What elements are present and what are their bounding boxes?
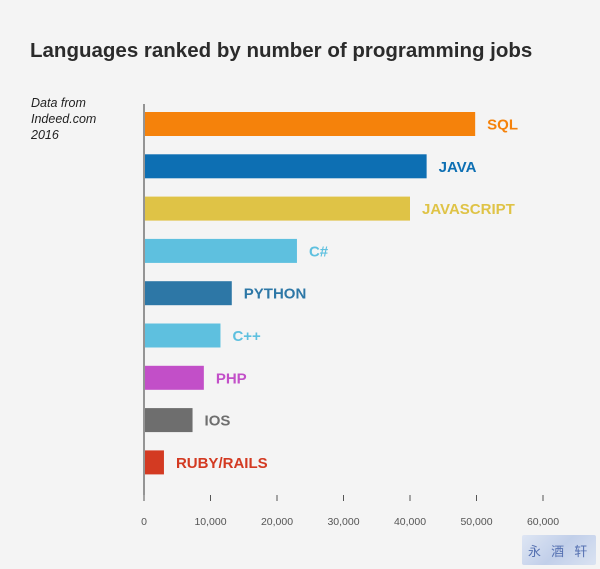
source-note-line-1: Data from xyxy=(31,96,86,110)
bar xyxy=(145,323,221,348)
bar-label: JAVASCRIPT xyxy=(422,201,515,218)
bar xyxy=(145,365,204,390)
x-tick-label: 10,000 xyxy=(194,516,226,528)
bar-label: C++ xyxy=(232,328,261,345)
watermark-glyphs: 永 酒 轩 xyxy=(528,545,591,560)
bar xyxy=(145,238,297,263)
source-note-line-3: 2016 xyxy=(30,128,59,142)
bar xyxy=(145,112,476,136)
bar xyxy=(145,281,232,306)
watermark-logo: 永 酒 轩 xyxy=(522,535,596,565)
bar-label: JAVA xyxy=(439,159,477,176)
source-note-line-2: Indeed.com xyxy=(31,112,96,126)
bar-label: SQL xyxy=(487,117,518,134)
bar-label: PYTHON xyxy=(244,286,307,303)
x-tick-label: 30,000 xyxy=(327,516,359,528)
bar-label: RUBY/RAILS xyxy=(176,455,268,472)
bar xyxy=(145,154,427,179)
bar-label: PHP xyxy=(216,370,247,387)
bar-label: IOS xyxy=(205,413,231,430)
x-tick-label: 60,000 xyxy=(527,516,559,528)
bar xyxy=(145,408,193,433)
chart-title: Languages ranked by number of programmin… xyxy=(30,39,532,62)
x-tick-label: 50,000 xyxy=(460,516,492,528)
bar xyxy=(145,450,164,475)
x-tick-label: 20,000 xyxy=(261,516,293,528)
x-tick-label: 0 xyxy=(141,516,147,528)
bar xyxy=(145,196,410,221)
x-tick-label: 40,000 xyxy=(394,516,426,528)
plot-area: 0 10,000 20,000 30,000 40,000 50,000 60,000 SQL… xyxy=(141,104,559,528)
bar-label: C# xyxy=(309,243,329,260)
